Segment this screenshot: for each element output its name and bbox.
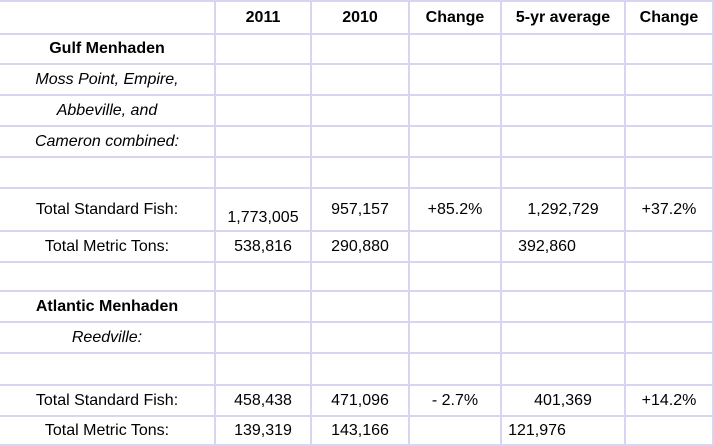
column-divider xyxy=(624,0,626,446)
header-5yr-average: 5-yr average xyxy=(515,8,611,26)
column-divider xyxy=(214,0,216,446)
row-divider xyxy=(0,156,714,158)
row-divider xyxy=(0,230,714,232)
gulf-location-line: Cameron combined: xyxy=(34,132,180,150)
header-2010: 2010 xyxy=(342,8,378,26)
header-change: Change xyxy=(425,8,485,26)
atlantic-location: Reedville: xyxy=(71,328,143,346)
atlantic-standard-fish-2010: 471,096 xyxy=(331,391,389,409)
column-divider xyxy=(310,0,312,446)
atlantic-metric-tons-2011: 139,319 xyxy=(234,421,292,439)
gulf-metric-tons-5yr-average: 392,860 xyxy=(518,237,576,255)
atlantic-metric-tons-2010: 143,166 xyxy=(331,421,389,439)
row-divider xyxy=(0,415,714,417)
gulf-location-line: Moss Point, Empire, xyxy=(35,70,179,88)
gulf-metric-tons-label: Total Metric Tons: xyxy=(44,237,170,255)
gulf-metric-tons-2011: 538,816 xyxy=(234,237,292,255)
gulf-standard-fish-2010: 957,157 xyxy=(331,200,389,218)
gulf-standard-fish-change-average: +37.2% xyxy=(641,200,697,218)
atlantic-standard-fish-5yr-average: 401,369 xyxy=(534,391,592,409)
atlantic-section-title: Atlantic Menhaden xyxy=(35,297,179,315)
atlantic-standard-fish-change: - 2.7% xyxy=(431,391,479,409)
row-divider xyxy=(0,63,714,65)
atlantic-standard-fish-label: Total Standard Fish: xyxy=(35,391,179,409)
row-divider xyxy=(0,261,714,263)
gulf-standard-fish-change: +85.2% xyxy=(427,200,483,218)
gulf-location-line: Abbeville, and xyxy=(56,101,158,119)
row-divider xyxy=(0,94,714,96)
gulf-metric-tons-2010: 290,880 xyxy=(331,237,389,255)
atlantic-standard-fish-change-average: +14.2% xyxy=(641,391,697,409)
gulf-standard-fish-2011: 1,773,005 xyxy=(227,209,299,226)
gulf-standard-fish-label: Total Standard Fish: xyxy=(35,200,179,218)
row-divider xyxy=(0,321,714,323)
row-divider xyxy=(0,0,714,2)
column-divider xyxy=(408,0,410,446)
atlantic-metric-tons-5yr-average: 121,976 xyxy=(508,421,566,439)
row-divider xyxy=(0,384,714,386)
gulf-section-title: Gulf Menhaden xyxy=(49,40,165,57)
atlantic-standard-fish-2011: 458,438 xyxy=(234,391,292,409)
gulf-standard-fish-5yr-average: 1,292,729 xyxy=(527,200,599,218)
row-divider xyxy=(0,352,714,354)
row-divider xyxy=(0,444,714,446)
header-2011: 2011 xyxy=(245,8,281,26)
atlantic-metric-tons-label: Total Metric Tons: xyxy=(44,421,170,439)
header-change-average: Change xyxy=(639,8,699,26)
row-divider xyxy=(0,187,714,189)
row-divider xyxy=(0,290,714,292)
row-divider xyxy=(0,125,714,127)
column-divider xyxy=(712,0,714,446)
row-divider xyxy=(0,33,714,35)
column-divider xyxy=(500,0,502,446)
